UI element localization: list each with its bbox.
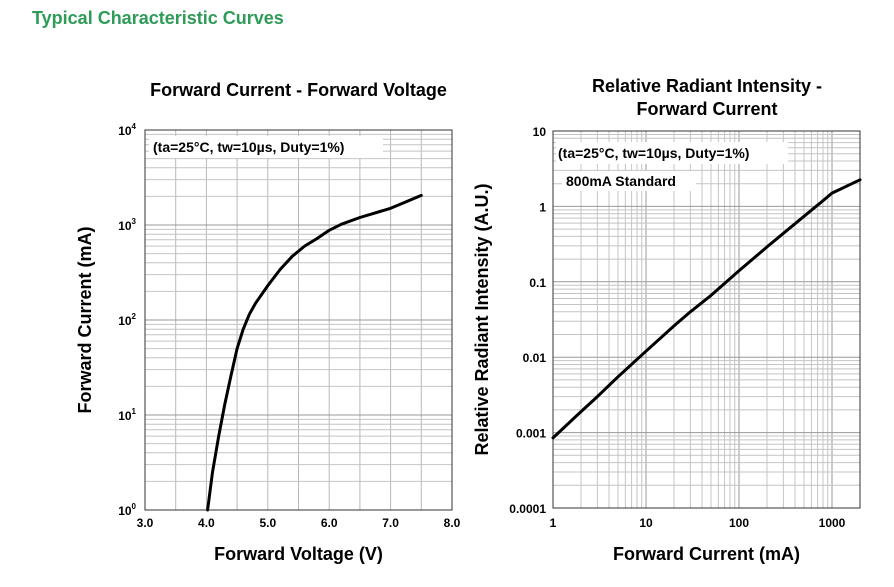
- y-tick-label: 1: [539, 200, 546, 214]
- y-tick-label: 101: [118, 407, 136, 423]
- chart-title: Forward Current - Forward Voltage: [150, 80, 447, 100]
- annotation-background: [149, 136, 383, 158]
- plot-frame: [144, 129, 453, 511]
- annotation-conditions: (ta=25°C, tw=10µs, Duty=1%): [153, 139, 344, 155]
- annotation-background: [556, 142, 788, 164]
- y-tick-label: 100: [118, 502, 136, 518]
- x-tick-label: 7.0: [382, 516, 399, 530]
- x-tick-label: 1000: [819, 516, 846, 530]
- annotation-standard: 800mA Standard: [566, 173, 676, 189]
- y-tick-label: 102: [118, 312, 136, 328]
- x-axis-label: Forward Voltage (V): [214, 544, 383, 564]
- x-tick-label: 3.0: [137, 516, 154, 530]
- y-tick-label: 0.1: [529, 276, 546, 290]
- x-tick-label: 100: [729, 516, 749, 530]
- y-tick-label: 0.01: [523, 351, 547, 365]
- plot-frame: [552, 130, 861, 509]
- y-tick-label: 0.0001: [509, 502, 546, 516]
- chart-title-line: Forward Current: [636, 99, 777, 119]
- annotation-conditions: (ta=25°C, tw=10µs, Duty=1%): [558, 145, 749, 161]
- x-axis-label: Forward Current (mA): [613, 544, 800, 564]
- y-tick-label: 10: [533, 125, 547, 139]
- x-tick-label: 4.0: [198, 516, 215, 530]
- y-axis-label: Forward Current (mA): [75, 226, 95, 413]
- x-tick-label: 6.0: [321, 516, 338, 530]
- x-tick-label: 10: [639, 516, 653, 530]
- chart-title-line: Relative Radiant Intensity -: [592, 76, 822, 96]
- section-title: Typical Characteristic Curves: [32, 8, 284, 28]
- series-line-radiant-intensity: [551, 178, 862, 440]
- x-tick-label: 8.0: [444, 516, 461, 530]
- y-tick-label: 103: [118, 217, 136, 233]
- x-tick-label: 5.0: [259, 516, 276, 530]
- x-tick-label: 1: [550, 516, 557, 530]
- y-tick-label: 104: [118, 122, 136, 138]
- y-tick-label: 0.001: [516, 427, 546, 441]
- y-axis-label: Relative Radiant Intensity (A.U.): [472, 183, 492, 455]
- annotation-background: [562, 171, 696, 191]
- series-line-forward-current: [206, 193, 423, 512]
